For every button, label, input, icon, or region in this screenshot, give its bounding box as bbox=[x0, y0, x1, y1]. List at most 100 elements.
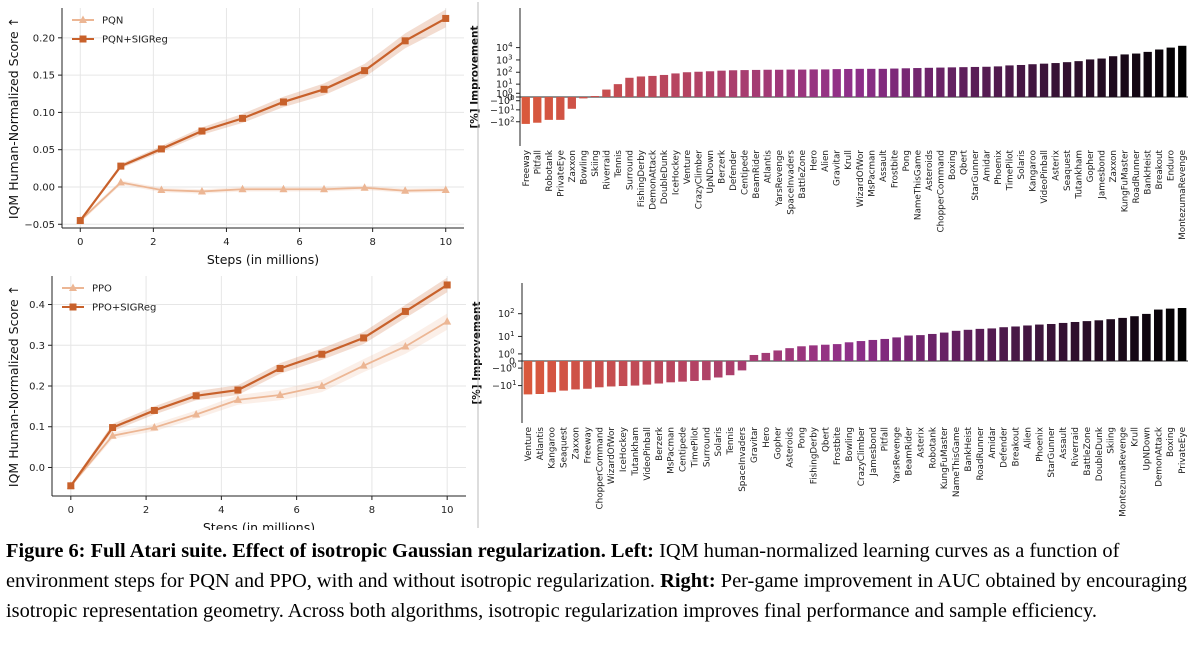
category-label: UpNDown bbox=[706, 150, 716, 194]
y-tick-label: 0.05 bbox=[33, 145, 55, 156]
tick-base: −10 bbox=[492, 364, 512, 375]
category-label: YarsRevenge bbox=[775, 150, 785, 207]
bar bbox=[809, 69, 818, 97]
bar bbox=[618, 361, 628, 387]
y-tick-label: 100 bbox=[496, 87, 513, 100]
bar bbox=[987, 328, 997, 361]
category-label: VideoPinball bbox=[1040, 150, 1050, 204]
category-label: Breakout bbox=[1155, 149, 1165, 189]
category-label: Breakout bbox=[1012, 426, 1022, 466]
category-label: Alien bbox=[821, 150, 831, 172]
category-label: Gopher bbox=[1086, 150, 1096, 183]
category-label: Asterix bbox=[1052, 150, 1062, 181]
y-tick-label: 0.2 bbox=[29, 382, 45, 393]
bar bbox=[1132, 53, 1141, 97]
x-tick-label: 4 bbox=[218, 505, 224, 516]
tick-exponent: 4 bbox=[508, 41, 513, 49]
tick-exponent: 2 bbox=[510, 307, 514, 315]
y-tick-label: −102 bbox=[490, 115, 515, 128]
category-label: BankHeist bbox=[964, 426, 974, 471]
bar bbox=[1074, 61, 1083, 97]
caption-right-label: Right: bbox=[660, 570, 716, 592]
category-label: Surround bbox=[625, 150, 635, 190]
bar bbox=[821, 69, 830, 97]
category-label: Kangaroo bbox=[548, 427, 558, 469]
category-label: Centipede bbox=[741, 150, 751, 195]
category-label: WizardOfWor bbox=[856, 150, 866, 208]
bar bbox=[717, 70, 726, 97]
category-label: Berzerk bbox=[718, 149, 728, 184]
category-label: Amidar bbox=[982, 150, 992, 182]
category-label: Tennis bbox=[726, 427, 736, 456]
category-label: VideoPinball bbox=[643, 427, 653, 481]
data-point-marker bbox=[198, 127, 206, 135]
category-label: Venture bbox=[683, 150, 693, 184]
category-label: Assault bbox=[879, 149, 889, 182]
legend-label: PQN bbox=[102, 16, 123, 27]
bar bbox=[579, 97, 588, 99]
bar bbox=[1155, 49, 1164, 97]
category-label: Centipede bbox=[679, 427, 689, 472]
category-label: Qbert bbox=[821, 426, 831, 452]
bar bbox=[786, 69, 795, 97]
category-label: DemonAttack bbox=[648, 149, 658, 210]
data-point-marker bbox=[192, 410, 201, 418]
tick-base: −10 bbox=[490, 105, 510, 116]
bar bbox=[868, 339, 878, 361]
bar bbox=[1097, 58, 1106, 97]
tick-base: 10 bbox=[496, 43, 508, 54]
category-label: NameThisGame bbox=[913, 150, 923, 220]
y-axis-label: [%] Improvement bbox=[469, 25, 481, 128]
tick-exponent: 2 bbox=[508, 66, 512, 74]
data-point-marker bbox=[108, 431, 117, 439]
category-label: Jamesbond bbox=[869, 427, 879, 477]
bar bbox=[571, 361, 580, 390]
category-label: RoadRunner bbox=[976, 427, 986, 481]
data-point-marker bbox=[320, 184, 329, 193]
series-line bbox=[69, 284, 448, 487]
data-point-marker bbox=[150, 423, 159, 431]
data-point-marker bbox=[442, 14, 450, 22]
category-label: TimePilot bbox=[1005, 149, 1015, 191]
bar bbox=[797, 346, 806, 361]
category-label: Krull bbox=[1130, 427, 1140, 447]
tick-base: 10 bbox=[498, 332, 510, 343]
series-line bbox=[70, 320, 448, 487]
bar bbox=[642, 361, 652, 385]
category-label: Skiing bbox=[591, 150, 601, 177]
category-label: Tutankham bbox=[1075, 150, 1085, 200]
bar bbox=[547, 361, 557, 393]
bar bbox=[963, 329, 973, 361]
bar bbox=[1082, 321, 1092, 361]
category-label: Frostbite bbox=[833, 427, 843, 465]
tick-base: −10 bbox=[490, 96, 510, 107]
category-label: BattleZone bbox=[1083, 427, 1093, 476]
category-label: Alien bbox=[1023, 427, 1033, 449]
bar bbox=[999, 327, 1008, 361]
data-point-marker bbox=[279, 184, 288, 193]
bar bbox=[773, 350, 782, 361]
legend-label: PQN+SIGReg bbox=[102, 35, 168, 46]
x-tick-label: 2 bbox=[143, 505, 149, 516]
category-label: Kangaroo bbox=[1029, 150, 1039, 192]
category-label: BeamRider bbox=[905, 427, 915, 476]
bar bbox=[878, 68, 887, 97]
legend-marker bbox=[69, 283, 77, 291]
bar bbox=[916, 335, 925, 361]
bar bbox=[1062, 62, 1072, 97]
category-label: Seaquest bbox=[1063, 149, 1073, 191]
category-label: FishingDerby bbox=[637, 150, 647, 207]
bar bbox=[751, 69, 761, 97]
category-label: WizardOfWor bbox=[607, 427, 617, 485]
category-label: Hero bbox=[762, 427, 772, 448]
category-label: Assault bbox=[1059, 426, 1069, 459]
bar bbox=[970, 66, 980, 97]
x-tick-label: 10 bbox=[441, 505, 454, 516]
data-point-marker bbox=[76, 217, 84, 225]
bar bbox=[625, 77, 634, 97]
category-label: Qbert bbox=[959, 149, 969, 175]
category-label: YarsRevenge bbox=[893, 427, 903, 484]
bar bbox=[659, 74, 669, 97]
x-axis-label: Steps (in millions) bbox=[203, 520, 315, 530]
bar bbox=[947, 67, 957, 97]
